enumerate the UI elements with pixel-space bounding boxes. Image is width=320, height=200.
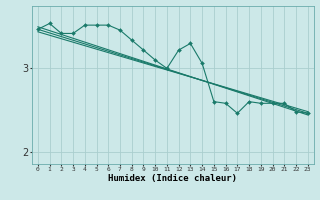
X-axis label: Humidex (Indice chaleur): Humidex (Indice chaleur): [108, 174, 237, 183]
